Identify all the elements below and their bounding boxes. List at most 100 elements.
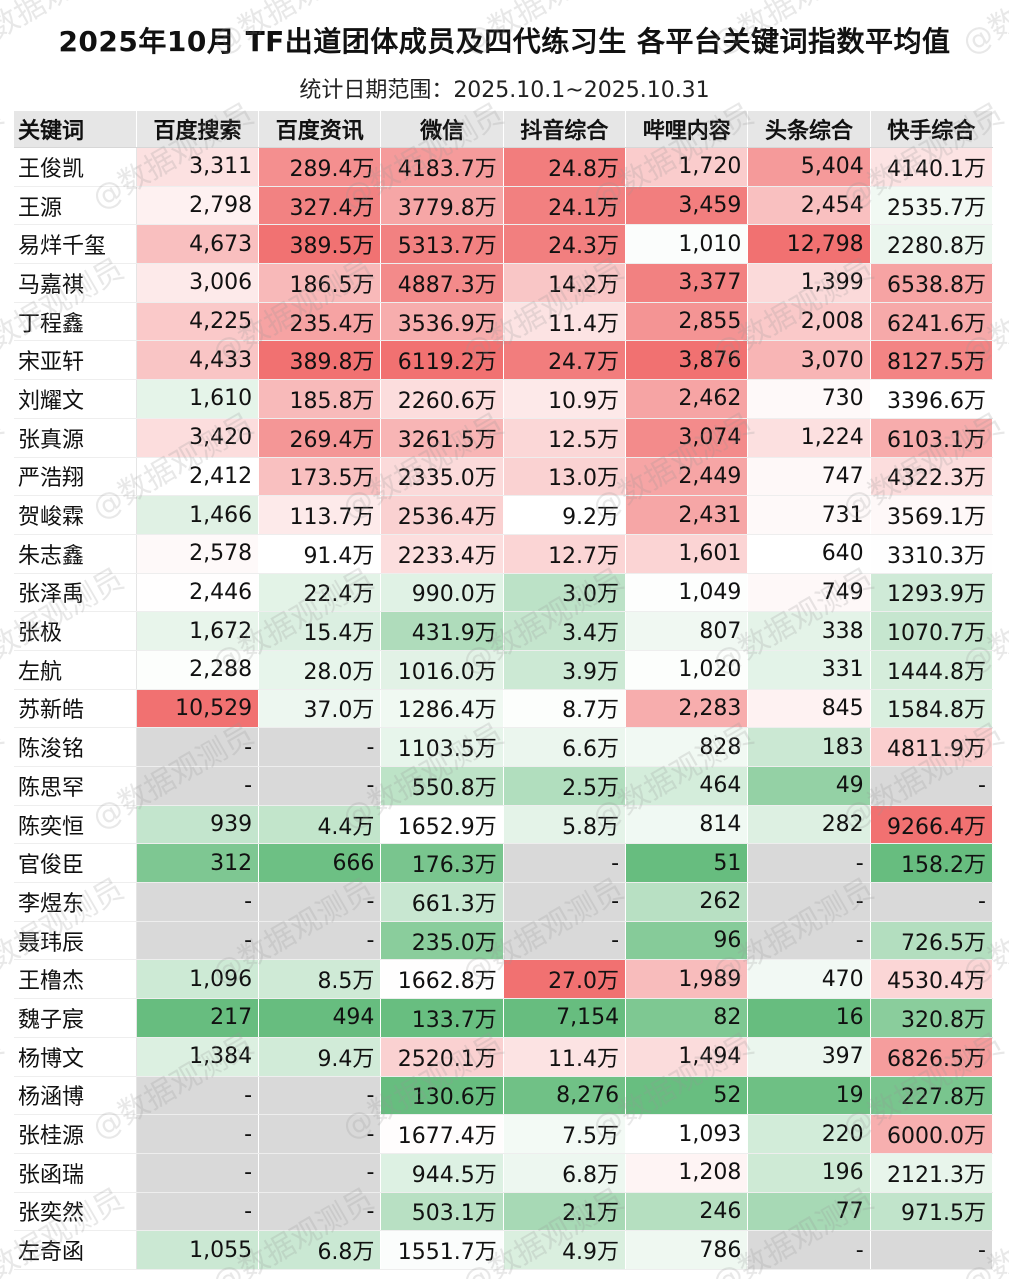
value-cell: 130.6万 <box>380 1076 504 1116</box>
value-cell: 6119.2万 <box>380 340 504 381</box>
watermark-text: @数据观测员 <box>0 407 10 527</box>
table-row: 李煜东 - -661.3万 -262- - <box>14 882 994 922</box>
chart-title: 2025年10月 TF出道团体成员及四代练习生 各平台关键词指数平均值 <box>58 25 951 58</box>
value-cell: 2.1万 <box>503 1192 627 1232</box>
value-cell: 183 <box>747 727 871 767</box>
value-cell: 338 <box>747 611 871 651</box>
value-cell: 1662.8万 <box>380 959 504 1000</box>
value-cell: 269.4万 <box>258 418 382 458</box>
value-cell: 1070.7万 <box>870 611 994 651</box>
value-cell: 1,208 <box>625 1153 749 1193</box>
table-row: 陈奕恒 939 4.4万 1652.9万 5.8万 814 282 9266.4万 <box>14 805 994 845</box>
value-cell: 550.8万 <box>380 766 504 806</box>
table-row: 严浩翔 2,412 173.5万 2335.0万 13.0万 2,449 747 4322.3… <box>14 457 994 497</box>
row-keyword: 陈奕恒 <box>14 805 137 845</box>
row-keyword: 丁程鑫 <box>14 302 137 342</box>
value-cell: 24.1万 <box>503 186 627 226</box>
table-row: 杨博文 1,384 9.4万 2520.1万 11.4万 1,494 397 6826.5万 <box>14 1037 994 1077</box>
value-cell: 22.4万 <box>258 573 382 613</box>
value-cell: 2,449 <box>625 457 749 497</box>
value-cell: 397 <box>747 1037 871 1077</box>
value-cell: 2,446 <box>136 573 260 613</box>
value-cell: 1444.8万 <box>870 650 994 690</box>
table-row: 马嘉祺 3,006 186.5万 4887.3万 14.2万 3,377 1,399 6538… <box>14 263 994 303</box>
value-cell: 2,431 <box>625 495 749 535</box>
row-keyword: 左航 <box>14 650 137 690</box>
value-cell: 4,225 <box>136 302 260 342</box>
value-cell: 2121.3万 <box>870 1153 994 1193</box>
value-cell: 176.3万 <box>380 843 504 884</box>
row-keyword: 聂玮辰 <box>14 921 137 961</box>
row-keyword: 严浩翔 <box>14 457 137 497</box>
row-keyword: 朱志鑫 <box>14 534 137 574</box>
value-cell: 971.5万 <box>870 1192 994 1232</box>
value-cell: 3,074 <box>625 418 749 458</box>
value-cell: 24.8万 <box>503 147 627 187</box>
row-keyword: 王俊凯 <box>14 147 137 187</box>
value-cell: 747 <box>747 457 871 497</box>
value-cell: 2535.7万 <box>870 186 994 226</box>
value-cell: 51 <box>625 843 749 884</box>
value-cell: 320.8万 <box>870 998 994 1038</box>
value-cell: 312 <box>136 843 260 884</box>
value-cell: 9266.4万 <box>870 805 994 845</box>
value-cell: - <box>870 1230 994 1270</box>
value-cell: 1,224 <box>747 418 871 458</box>
table-row: 魏子宸 217 494 133.7万 7,154 82 16 320.8万 <box>14 998 994 1038</box>
value-cell: 464 <box>625 766 749 806</box>
table-row: 张函瑞 - -944.5万 6.8万 1,208 196 2121.3万 <box>14 1153 994 1193</box>
value-cell: 990.0万 <box>380 573 504 613</box>
value-cell: - <box>258 882 382 922</box>
value-cell: 5,404 <box>747 147 871 187</box>
value-cell: 2,288 <box>136 650 260 690</box>
value-cell: 2233.4万 <box>380 534 504 574</box>
value-cell: 235.4万 <box>258 302 382 342</box>
value-cell: 2335.0万 <box>380 457 504 497</box>
value-cell: 4.4万 <box>258 805 382 845</box>
value-cell: 1551.7万 <box>380 1230 504 1270</box>
value-cell: 389.8万 <box>258 340 382 381</box>
value-cell: 389.5万 <box>258 224 382 265</box>
value-cell: 12,798 <box>747 224 871 265</box>
value-cell: 24.7万 <box>503 340 627 381</box>
value-cell: 19 <box>747 1076 871 1116</box>
value-cell: 749 <box>747 573 871 613</box>
value-cell: 235.0万 <box>380 921 504 961</box>
value-cell: 3,876 <box>625 340 749 381</box>
value-cell: 3536.9万 <box>380 302 504 342</box>
value-cell: 1,466 <box>136 495 260 535</box>
value-cell: 786 <box>625 1230 749 1270</box>
table-row: 陈思罕 - -550.8万 2.5万 464 49- <box>14 766 994 806</box>
header-row: 关键词 百度搜索 百度资讯 微信 抖音综合 哔哩内容 头条综合 快手综合 <box>14 111 994 148</box>
value-cell: - <box>503 921 627 961</box>
value-cell: 503.1万 <box>380 1192 504 1232</box>
value-cell: 6.8万 <box>258 1230 382 1270</box>
value-cell: 8.5万 <box>258 959 382 1000</box>
table-row: 丁程鑫 4,225 235.4万 3536.9万 11.4万 2,855 2,008 6241… <box>14 302 994 342</box>
value-cell: 2.5万 <box>503 766 627 806</box>
value-cell: 3,377 <box>625 263 749 303</box>
value-cell: - <box>136 921 260 961</box>
row-keyword: 王源 <box>14 186 137 226</box>
value-cell: 1,494 <box>625 1037 749 1077</box>
value-cell: 133.7万 <box>380 998 504 1038</box>
value-cell: 3,006 <box>136 263 260 303</box>
value-cell: 2,462 <box>625 379 749 419</box>
value-cell: 12.7万 <box>503 534 627 574</box>
value-cell: 1016.0万 <box>380 650 504 690</box>
value-cell: - <box>136 882 260 922</box>
value-cell: 494 <box>258 998 382 1038</box>
value-cell: - <box>136 766 260 806</box>
value-cell: 158.2万 <box>870 843 994 884</box>
value-cell: 470 <box>747 959 871 1000</box>
value-cell: - <box>258 1076 382 1116</box>
value-cell: 640 <box>747 534 871 574</box>
value-cell: - <box>747 1230 871 1270</box>
value-cell: 2520.1万 <box>380 1037 504 1077</box>
value-cell: 1,096 <box>136 959 260 1000</box>
value-cell: 8,276 <box>503 1076 627 1116</box>
value-cell: 1,010 <box>625 224 749 265</box>
value-cell: 6.6万 <box>503 727 627 767</box>
row-keyword: 官俊臣 <box>14 843 137 884</box>
row-keyword: 苏新皓 <box>14 689 137 729</box>
